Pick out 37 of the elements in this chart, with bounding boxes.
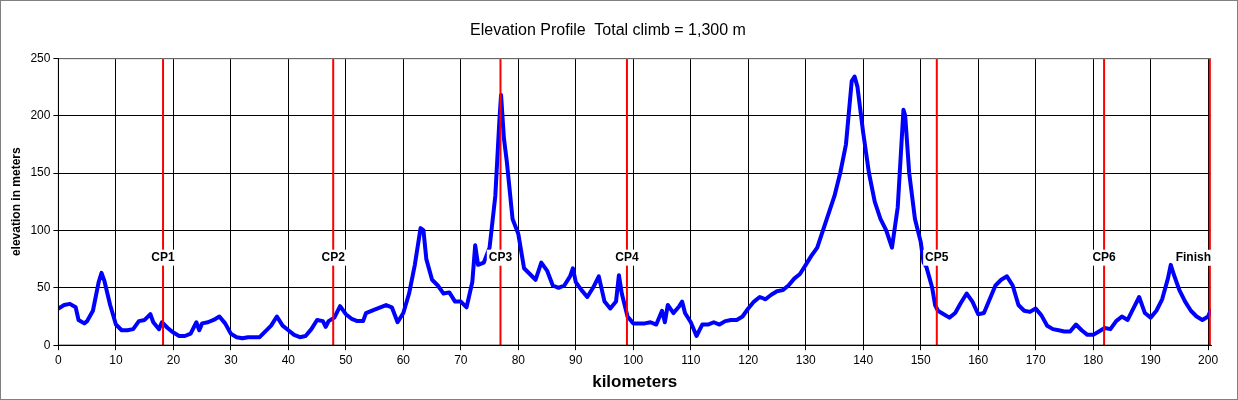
ref-line-label: CP3 — [488, 249, 513, 264]
y-tick-label: 50 — [37, 280, 51, 295]
x-tick-label: 30 — [224, 352, 238, 367]
x-tick-label: 140 — [853, 352, 874, 367]
x-tick-label: 70 — [454, 352, 468, 367]
x-tick-label: 80 — [511, 352, 526, 367]
y-tick-label: 100 — [30, 222, 51, 237]
ref-line-label: Finish — [1175, 249, 1212, 264]
x-tick-label: 90 — [569, 352, 583, 367]
x-tick-label: 130 — [795, 352, 817, 367]
x-tick-label: 150 — [910, 352, 932, 367]
ref-line-label: CP1 — [151, 249, 176, 264]
x-tick-label: 200 — [1198, 352, 1219, 367]
x-tick-label: 60 — [396, 352, 411, 367]
ref-line-label: CP2 — [321, 249, 346, 264]
x-tick-label: 180 — [1083, 352, 1104, 367]
y-tick-label: 0 — [43, 337, 51, 352]
x-tick-label: 120 — [738, 352, 759, 367]
x-tick-label: 190 — [1140, 352, 1161, 367]
ref-line-label: CP6 — [1092, 249, 1117, 264]
y-tick-label: 250 — [30, 50, 51, 65]
x-tick-label: 40 — [281, 352, 296, 367]
x-tick-label: 170 — [1025, 352, 1046, 367]
chart-title: Elevation Profile Total climb = 1,300 m — [470, 21, 746, 39]
x-tick-label: 160 — [968, 352, 989, 367]
x-tick-label: 50 — [339, 352, 353, 367]
y-axis-title: elevation in meters — [8, 147, 23, 257]
ref-line-label: CP5 — [925, 249, 949, 264]
y-tick-label: 150 — [30, 165, 51, 180]
y-tick-label: 200 — [30, 107, 51, 122]
ref-line-label: CP4 — [615, 249, 639, 264]
x-axis-title: kilometers — [592, 372, 678, 392]
x-tick-label: 0 — [55, 352, 63, 367]
x-tick-label: 110 — [681, 352, 701, 367]
x-tick-label: 10 — [109, 352, 123, 367]
x-tick-label: 100 — [623, 352, 644, 367]
x-tick-label: 20 — [166, 352, 181, 367]
